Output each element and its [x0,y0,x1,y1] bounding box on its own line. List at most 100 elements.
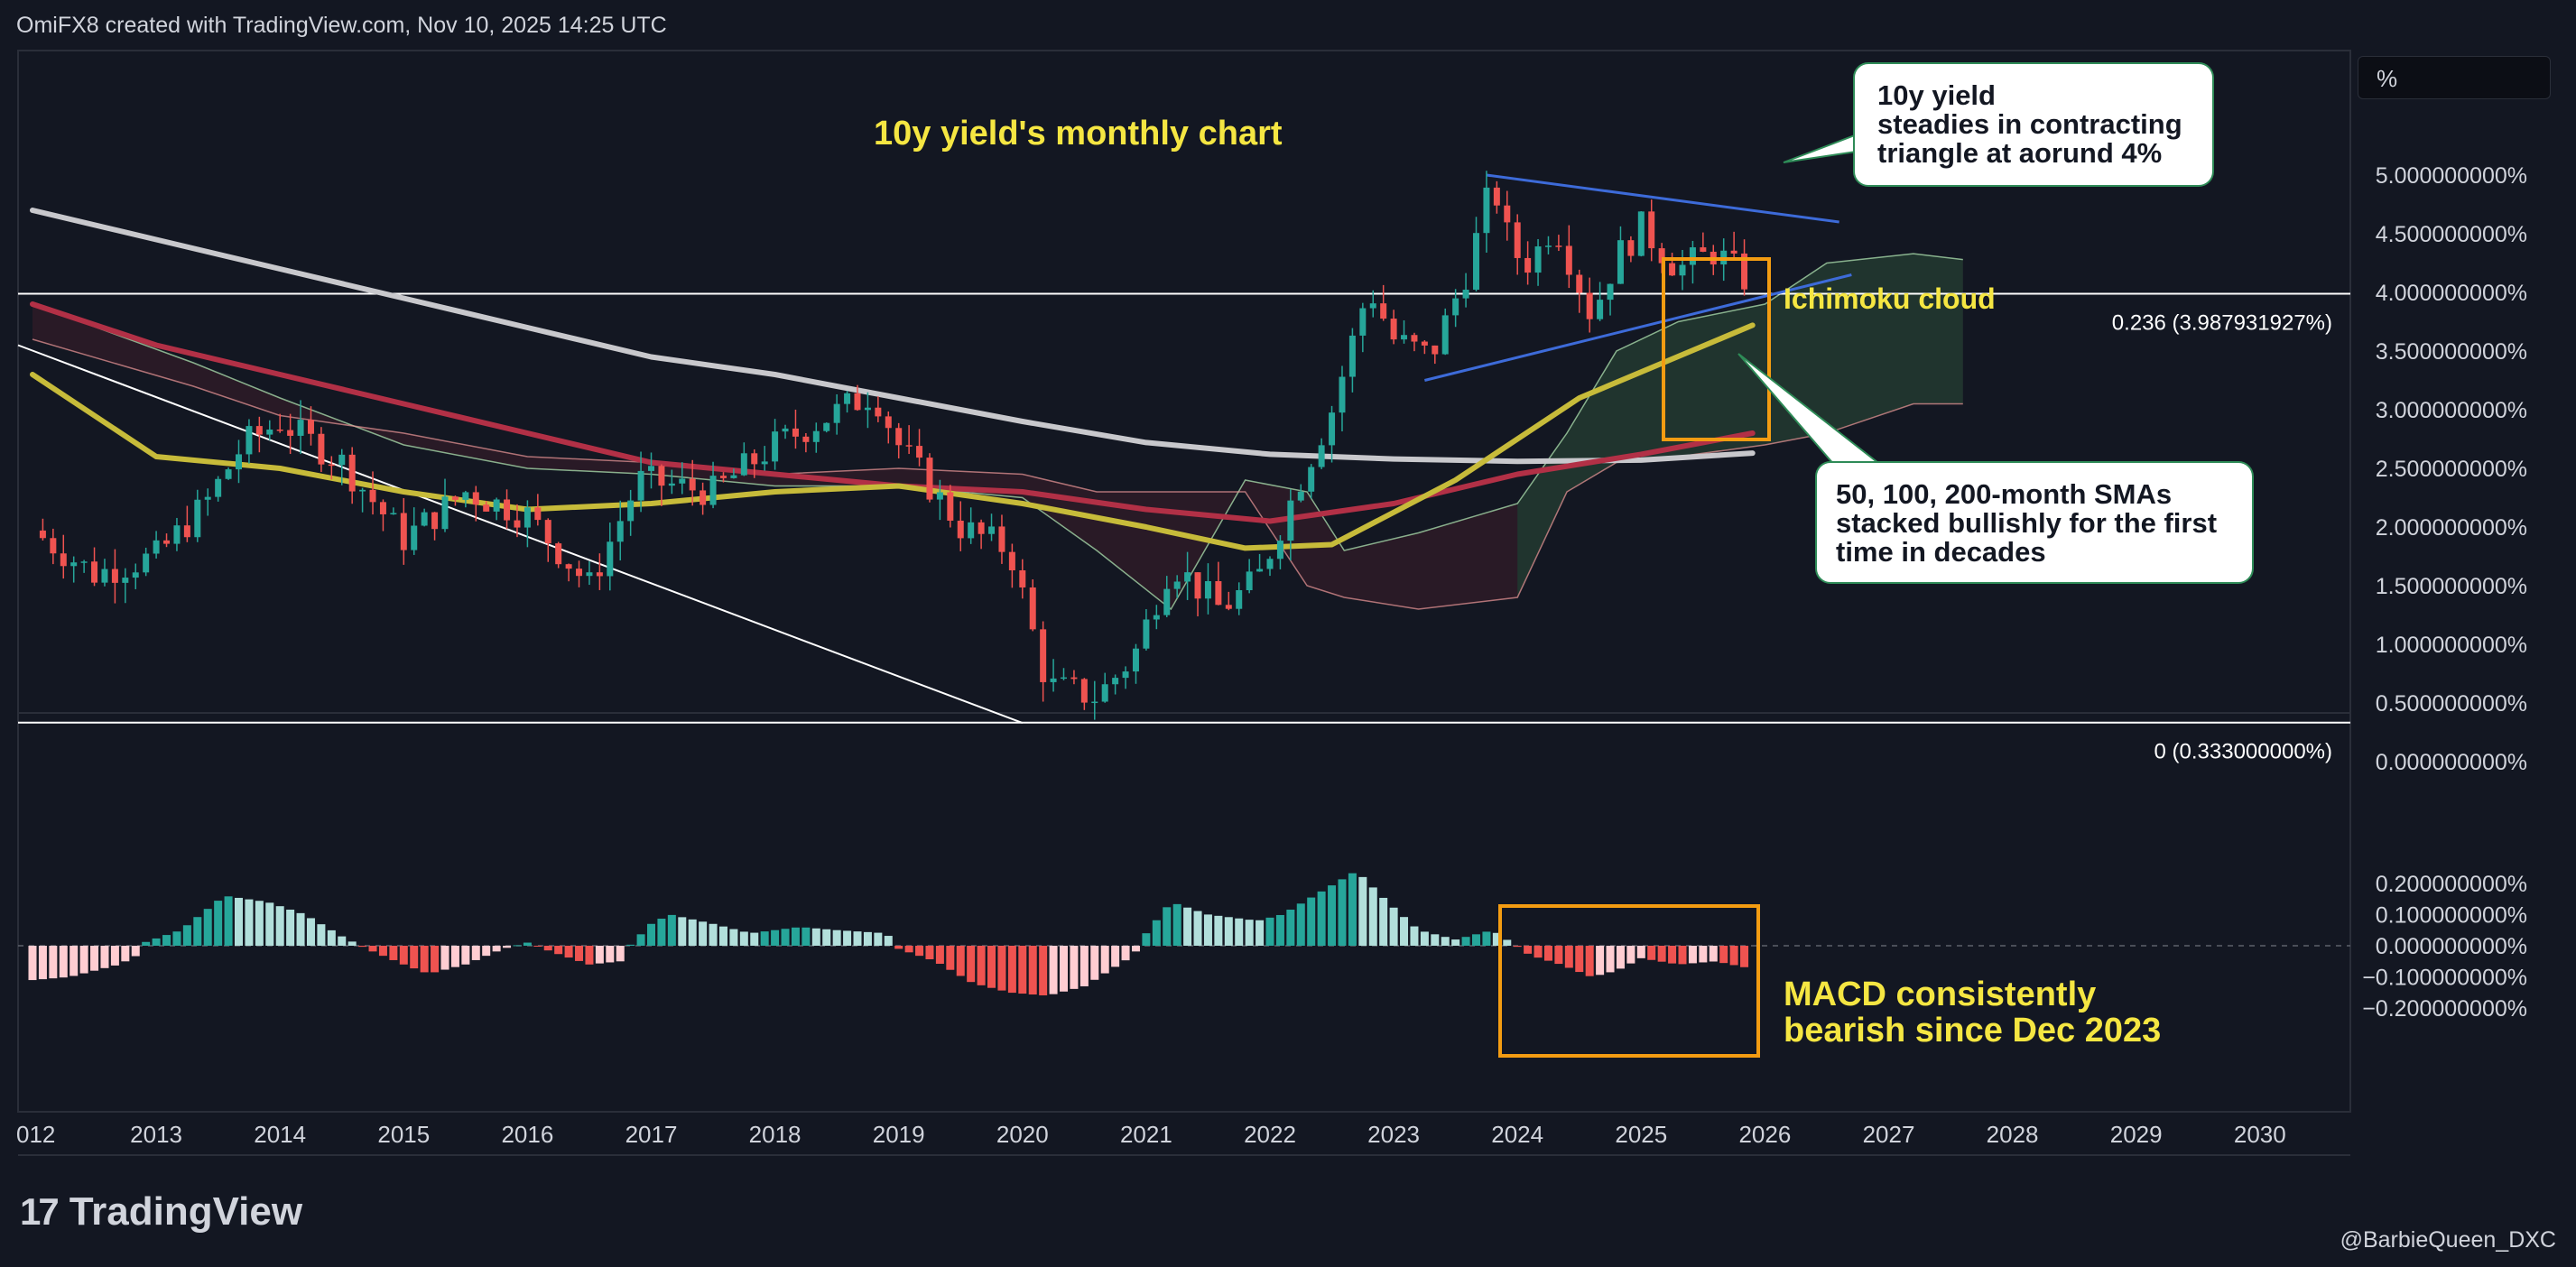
macd-bar-positive [235,897,243,946]
triangle-lower-line [1424,273,1852,382]
ichimoku-cloud [32,253,1963,611]
macd-bar-positive [1328,885,1337,946]
macd-bar-positive [874,932,883,946]
candle-down [926,458,933,500]
candle-up [823,422,830,431]
macd-bar-positive [1307,897,1316,946]
candle-down [1669,263,1676,276]
price-scale-unit-selector[interactable]: % [2358,56,2551,99]
time-axis-tick-label: 2016 [501,1121,553,1148]
macd-bar-negative [420,946,429,973]
candlesticks [39,171,1748,720]
candle-up [1173,581,1181,589]
macd-bar-negative [450,946,459,967]
candle-down [1741,253,1748,290]
candle-down [905,445,913,447]
candle-down [39,530,46,539]
macd-bar-negative [1575,946,1584,973]
ichimoku-label: Ichimoku cloud [1784,282,1996,315]
candle-down [1080,679,1088,703]
candle-up [1483,187,1490,234]
macd-bar-negative [1554,946,1563,965]
macd-bar-negative [110,946,119,966]
time-axis-tick-label: 2029 [2110,1121,2163,1148]
macd-bar-positive [1172,903,1181,946]
macd-axis-tick-label: −0.200000000% [2362,996,2527,1022]
candle-down [183,525,190,538]
macd-bar-negative [1060,946,1068,992]
candle-up [782,428,789,432]
macd-bar-negative [399,946,408,965]
chart-credit-header: OmiFX8 created with TradingView.com, Nov… [16,13,667,38]
macd-bar-negative [368,946,377,952]
macd-bar-positive [647,923,655,946]
candle-up [648,466,654,471]
candle-up [153,540,160,554]
macd-bar-positive [802,927,811,946]
time-axis-tick-label: 2022 [1244,1121,1296,1148]
macd-bar-negative [1080,946,1089,986]
candle-up [493,499,500,512]
candle-down [348,454,356,492]
time-axis-tick-label: 2026 [1738,1121,1791,1148]
macd-bar-positive [1296,903,1305,946]
macd-bar-positive [1224,917,1233,946]
candle-down [544,520,551,544]
candle-up [616,521,624,542]
macd-bar-negative [616,946,625,962]
time-axis-tick-label: 2018 [749,1121,802,1148]
macd-annotation-line-1: MACD consistently [1784,976,2096,1013]
candle-down [947,492,954,521]
candle-up [1452,298,1459,316]
candle-up [1256,569,1264,572]
candle-up [1329,412,1336,446]
candle-down [700,490,707,505]
macd-bar-positive [832,929,841,946]
price-axis-tick-label: 3.000000000% [2376,398,2527,423]
macd-bar-negative [1657,946,1666,962]
macd-axis-tick-label: 0.100000000% [2376,902,2527,928]
candle-down [1648,211,1655,249]
tradingview-logo[interactable]: 17 TradingView [20,1189,302,1235]
macd-bar-negative [543,946,552,951]
macd-bar-negative [1636,946,1645,958]
macd-bar-positive [863,931,872,946]
candle-up [864,407,871,411]
macd-bar-positive [1472,934,1480,946]
macd-bar-negative [1131,946,1140,952]
triangle-callout-box [1853,62,2214,187]
macd-bar-positive [152,938,161,946]
candle-up [1617,240,1624,284]
macd-bar-positive [636,934,645,946]
macd-bar-positive [1451,939,1460,946]
macd-bar-positive [1410,926,1419,946]
macd-bar-positive [245,899,254,946]
macd-bar-positive [1492,932,1501,946]
macd-bar-positive [523,942,532,946]
macd-bar-positive [275,906,284,946]
macd-bar-negative [121,946,130,962]
candle-down [1555,245,1562,247]
macd-annotation-line-2: bearish since Dec 2023 [1784,1012,2161,1050]
macd-bar-negative [575,946,584,961]
macd-bar-positive [750,932,759,946]
time-axis-tick-label: 2028 [1987,1121,2039,1148]
candle-up [1163,588,1171,615]
macd-bar-positive [224,896,233,946]
candle-down [1411,335,1418,342]
candle-up [709,476,717,505]
macd-bar-positive [1358,876,1367,946]
sma-50-line [30,322,1756,551]
macd-bar-negative [935,946,944,964]
macd-bar-negative [1543,946,1552,961]
candle-up [812,430,820,442]
time-axis-tick-label: 2027 [1863,1121,1915,1148]
macd-bar-positive [688,919,697,946]
time-axis-tick-label: 2014 [254,1121,306,1148]
candle-up [1184,572,1191,582]
candle-down [1730,250,1737,254]
macd-bar-positive [1142,933,1151,946]
time-axis-tick-label: 2013 [130,1121,182,1148]
candle-up [936,492,943,500]
